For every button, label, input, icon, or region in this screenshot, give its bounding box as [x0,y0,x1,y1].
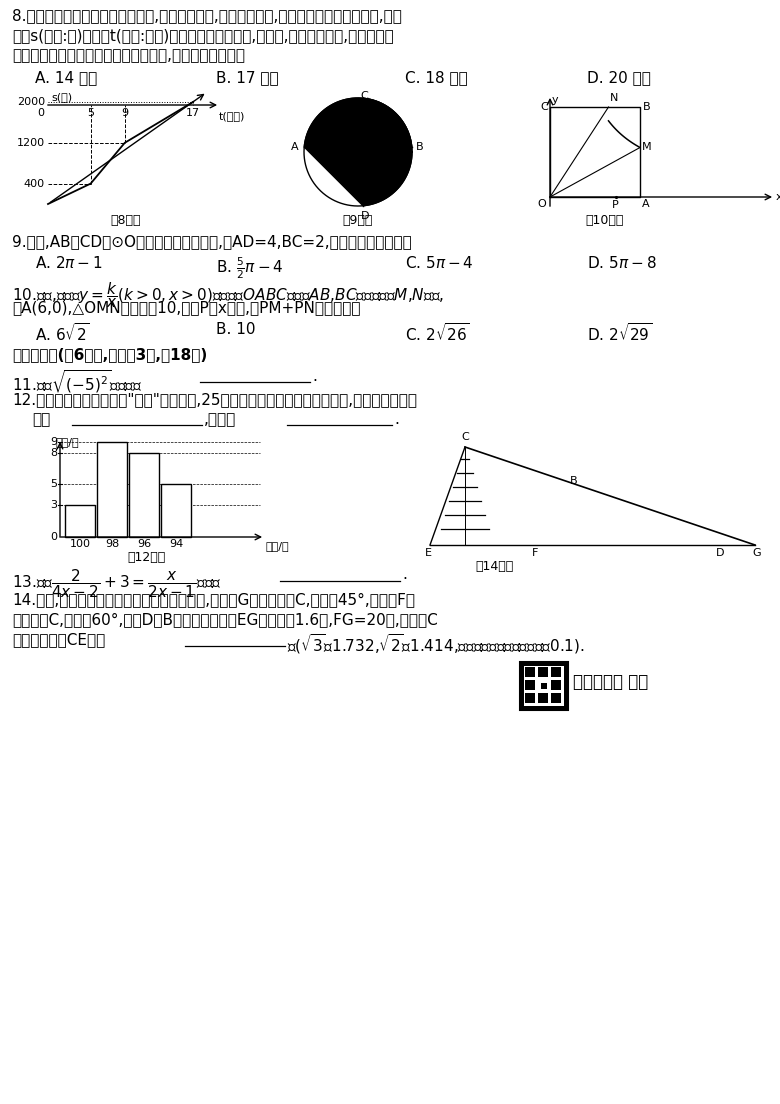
Text: 8.小明同学从家出发骑自行车上学,先走一段上坡,再走一段下坡,最后走一段平路到达学校,所走: 8.小明同学从家出发骑自行车上学,先走一段上坡,再走一段下坡,最后走一段平路到达… [12,8,402,23]
Text: 17: 17 [186,108,200,118]
Text: B. 17 分钟: B. 17 分钟 [216,70,278,85]
Text: P: P [612,200,619,210]
Text: 分数/分: 分数/分 [265,541,289,551]
Text: 若A(6,0),△OMN的面积为10,动点P在x轴上,则PM+PN的最小值是: 若A(6,0),△OMN的面积为10,动点P在x轴上,则PM+PN的最小值是 [12,300,360,315]
Text: 米($\sqrt{3}$取1.732,$\sqrt{2}$取1.414,按四舍五入法将结果精确到0.1).: 米($\sqrt{3}$取1.732,$\sqrt{2}$取1.414,按四舍五… [287,631,585,656]
Text: C: C [360,92,368,102]
Text: D: D [716,548,725,558]
Text: G: G [753,548,761,558]
Text: 3: 3 [50,500,57,510]
Text: M: M [642,142,651,152]
Text: B: B [569,476,577,486]
Text: s(米): s(米) [51,92,72,102]
Polygon shape [363,98,412,147]
Bar [161,485,191,537]
Text: B: B [416,142,424,152]
Text: 10.如图,双曲线$y=\dfrac{k}{x}(k>0,x>0)$与正方形$OABC$的两边$AB$,$BC$分别相交于$M$,$N$两点,: 10.如图,双曲线$y=\dfrac{k}{x}(k>0,x>0)$与正方形$O… [12,280,444,310]
Text: B. 10: B. 10 [216,322,256,337]
Bar [551,693,561,703]
Text: D. 20 分钟: D. 20 分钟 [587,70,651,85]
Text: 第12题图: 第12题图 [128,551,166,564]
Text: 人数/人: 人数/人 [55,437,79,447]
Text: C. $2\sqrt{26}$: C. $2\sqrt{26}$ [405,322,470,344]
Text: 5: 5 [50,479,57,489]
Bar [520,662,568,710]
Text: 5: 5 [87,108,94,118]
Text: O: O [348,160,356,170]
Text: A: A [291,142,298,152]
Bar [551,680,561,690]
Bar [541,683,547,689]
Text: C. $5\pi-4$: C. $5\pi-4$ [405,255,473,270]
Text: .: . [312,369,317,384]
Text: t(分钟): t(分钟) [219,112,246,121]
Text: E: E [424,548,431,558]
Text: 2000: 2000 [17,97,45,107]
Text: 9.如图,AB和CD是⊙O的两条互相垂直的弦,若AD=4,BC=2,则阴影部分的面积是: 9.如图,AB和CD是⊙O的两条互相垂直的弦,若AD=4,BC=2,则阴影部分的… [12,234,412,250]
Text: 坡、下坡的速度分别和上学时保持一致,则他所用的时间是: 坡、下坡的速度分别和上学时保持一致,则他所用的时间是 [12,47,245,63]
Text: D. $2\sqrt{29}$: D. $2\sqrt{29}$ [587,322,652,344]
Bar [538,667,548,677]
Text: C: C [461,432,469,442]
Text: .: . [394,412,399,427]
Text: O: O [537,199,546,209]
Text: 第14题图: 第14题图 [476,560,514,573]
Text: N: N [609,93,618,103]
Text: D. $5\pi-8$: D. $5\pi-8$ [587,255,656,270]
Text: 13.方程$\dfrac{2}{4x-2}+3=\dfrac{x}{2x-1}$的解是: 13.方程$\dfrac{2}{4x-2}+3=\dfrac{x}{2x-1}$… [12,567,222,599]
Text: D: D [360,211,369,221]
Text: 400: 400 [24,179,45,189]
Bar [525,667,535,677]
Text: A. $6\sqrt{2}$: A. $6\sqrt{2}$ [34,322,90,344]
Text: 8: 8 [50,447,57,457]
Bar [65,506,95,537]
Text: B: B [643,102,651,112]
Bar [525,680,535,690]
Text: B. $\frac{5}{2}\pi-4$: B. $\frac{5}{2}\pi-4$ [216,255,284,280]
Text: 二、填空题(共6小题,每小题3分,共18分): 二、填空题(共6小题,每小题3分,共18分) [12,347,207,362]
Bar [525,693,535,703]
Polygon shape [304,98,412,205]
Text: 第9题图: 第9题图 [343,214,373,227]
Text: A. $2\pi-1$: A. $2\pi-1$ [34,255,103,270]
Text: 12.某中学组织全校师生迎"五四"诗词大赛,25名参赛同学的得分情况如图所示,这些成绩的中位: 12.某中学组织全校师生迎"五四"诗词大赛,25名参赛同学的得分情况如图所示,这… [12,392,417,407]
Text: 0: 0 [50,532,57,542]
Text: 100: 100 [69,539,90,549]
Text: 96: 96 [137,539,151,549]
Text: 94: 94 [169,539,183,549]
Bar [129,453,159,537]
Text: A. 14 分钟: A. 14 分钟 [34,70,97,85]
Text: 数是: 数是 [32,412,50,427]
Text: 第8题图: 第8题图 [111,214,141,227]
Bar [97,442,127,537]
Bar [538,693,548,703]
Text: y: y [552,95,558,105]
Text: 仰望楼顶C,仰角为60°,眼睛D、B离同一水平地面EG的高度为1.6米,FG=20米,则楼顶C: 仰望楼顶C,仰角为60°,眼睛D、B离同一水平地面EG的高度为1.6米,FG=2… [12,612,438,627]
Text: C: C [541,102,548,112]
Bar [551,667,561,677]
Text: 扫描全能王 创建: 扫描全能王 创建 [573,673,648,691]
Text: x: x [776,192,780,202]
Text: 离地面的高度CE约是: 离地面的高度CE约是 [12,631,105,647]
Text: 1200: 1200 [17,138,45,148]
Text: 第10题图: 第10题图 [586,214,624,227]
Text: 11.计算$\sqrt{(-5)^2}$的结果是: 11.计算$\sqrt{(-5)^2}$的结果是 [12,369,142,396]
Text: A: A [642,199,650,209]
Text: 9: 9 [50,437,57,447]
Text: ,众数是: ,众数是 [204,412,236,427]
Text: F: F [532,548,538,558]
Text: 路程s(单位:米)与时间t(单位:分钟)之间的关系如图所示,放学后,他沿原路回家,且平路、上: 路程s(单位:米)与时间t(单位:分钟)之间的关系如图所示,放学后,他沿原路回家… [12,28,394,43]
Text: 0: 0 [37,108,44,118]
Text: 9: 9 [121,108,129,118]
Text: 14.如图,小林同学为了测量某世界名楼的高度,他站在G处仰望楼顶C,仰角为45°,走到点F处: 14.如图,小林同学为了测量某世界名楼的高度,他站在G处仰望楼顶C,仰角为45°… [12,592,415,607]
Text: C. 18 分钟: C. 18 分钟 [405,70,468,85]
Text: 98: 98 [105,539,119,549]
Text: .: . [402,567,407,582]
Bar [524,666,564,705]
